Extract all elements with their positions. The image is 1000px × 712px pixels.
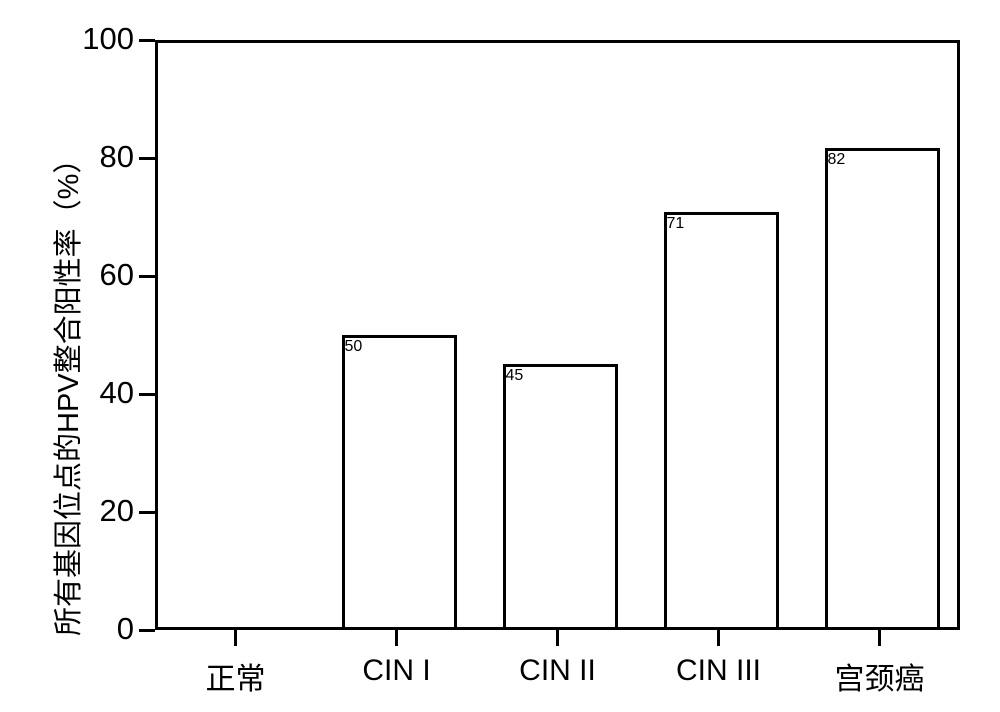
plot-area: 50457182 xyxy=(155,40,960,630)
x-tick xyxy=(717,630,720,646)
x-tick-label: 宫颈癌 xyxy=(799,654,960,698)
y-tick xyxy=(139,629,155,632)
y-tick-label: 20 xyxy=(74,493,134,529)
y-tick xyxy=(139,275,155,278)
x-tick xyxy=(878,630,881,646)
x-tick-label: CIN I xyxy=(316,654,477,688)
bar: 82 xyxy=(825,148,941,627)
x-tick-label: 正常 xyxy=(155,654,316,698)
y-tick-label: 100 xyxy=(74,21,134,57)
y-tick xyxy=(139,39,155,42)
y-tick-label: 40 xyxy=(74,375,134,411)
y-tick xyxy=(139,393,155,396)
bar: 71 xyxy=(664,212,780,627)
y-tick-label: 60 xyxy=(74,257,134,293)
x-tick-label: CIN III xyxy=(638,654,799,688)
chart-container: 所有基因位点的HPV整合阳性率（%）50457182020406080100正常… xyxy=(0,0,1000,712)
bar: 50 xyxy=(342,335,458,627)
bar: 45 xyxy=(503,364,619,627)
x-tick xyxy=(556,630,559,646)
x-tick xyxy=(234,630,237,646)
y-tick-label: 80 xyxy=(74,139,134,175)
x-tick xyxy=(395,630,398,646)
chart-wrap: 所有基因位点的HPV整合阳性率（%）50457182020406080100正常… xyxy=(0,0,1000,712)
x-tick-label: CIN II xyxy=(477,654,638,688)
y-tick-label: 0 xyxy=(74,611,134,647)
y-tick xyxy=(139,511,155,514)
y-tick xyxy=(139,157,155,160)
